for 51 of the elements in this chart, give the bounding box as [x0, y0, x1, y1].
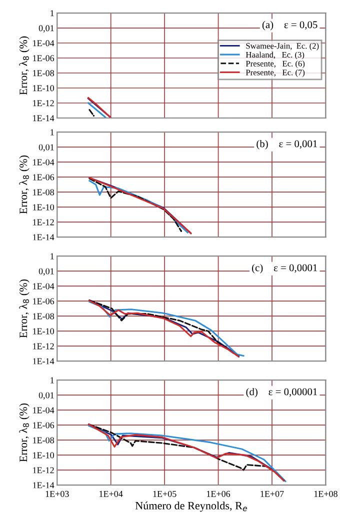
y-tick-label: 1E-14: [33, 115, 54, 122]
y-tick-label: 1E-10: [33, 452, 54, 458]
y-tick-label: 1E-12: [33, 343, 54, 350]
y-axis-title: Error, λ$_{8}$ (%): [19, 279, 30, 338]
y-tick-label: 1: [50, 129, 54, 136]
y-tick-label: 1E-14: [33, 358, 54, 364]
y-tick-label: 1E-04: [33, 283, 54, 290]
y-axis-title: Error, λ$_{8}$ (%): [19, 403, 30, 462]
y-tick-label: 1E-14: [33, 234, 54, 240]
y-tick-label: 1E-12: [33, 100, 54, 106]
x-axis-title: Número de Reynolds, R$_{e}$: [135, 502, 248, 512]
y-tick-label: 1: [50, 10, 54, 16]
x-tick-label: 1E+06: [207, 490, 230, 497]
y-tick-label: 0,01: [38, 144, 54, 152]
legend-label: Swamee-Jain, Ec. (2): [246, 42, 319, 50]
y-tick-label: 1E-06: [33, 298, 54, 304]
y-tick-label: 1E-12: [33, 219, 54, 226]
y-tick-label: 1E-08: [33, 70, 54, 76]
y-tick-label: 1E-14: [33, 482, 54, 488]
x-tick-label: 1E+04: [100, 490, 123, 497]
y-tick-label: 0,01: [38, 268, 54, 276]
annotation: (b) ε = 0,001: [256, 140, 318, 150]
y-tick-label: 1: [50, 377, 54, 384]
annotation: (c) ε = 0,0001: [252, 264, 318, 274]
y-tick-label: 1E-10: [33, 328, 54, 334]
x-tick-label: 1E+03: [46, 490, 69, 497]
y-tick-label: 1: [50, 253, 54, 260]
y-tick-label: 1E-12: [33, 467, 54, 474]
y-tick-label: 1E-08: [33, 189, 54, 196]
y-tick-label: 1E-06: [33, 422, 54, 428]
y-tick-label: 1E-10: [33, 204, 54, 210]
legend-label: Haaland, Ec. (3): [246, 52, 304, 60]
y-tick-label: 1E-04: [33, 407, 54, 414]
legend-label: Presente, Ec. (6): [246, 60, 305, 68]
x-tick-label: 1E+05: [153, 490, 176, 497]
y-axis-title: Error, λ$_{8}$ (%): [19, 36, 30, 95]
x-tick-label: 1E+07: [260, 490, 284, 497]
y-tick-label: 1E-04: [33, 159, 54, 166]
y-tick-label: 1E-06: [33, 174, 54, 180]
y-tick-label: 1E-08: [33, 313, 54, 320]
y-tick-label: 0,01: [38, 25, 54, 33]
y-tick-label: 0,01: [38, 392, 54, 400]
y-tick-label: 1E-04: [33, 40, 54, 46]
y-tick-label: 1E-10: [33, 85, 54, 92]
y-axis-title: Error, λ$_{8}$ (%): [19, 155, 30, 214]
y-tick-label: 1E-08: [33, 437, 54, 444]
annotation: (a) ε = 0,05: [262, 20, 318, 30]
y-tick-label: 1E-06: [33, 55, 54, 62]
x-tick-label: 1E+08: [314, 490, 338, 497]
legend-label: Presente, Ec. (7): [246, 69, 305, 77]
annotation: (d) ε = 0,00001: [246, 388, 318, 398]
